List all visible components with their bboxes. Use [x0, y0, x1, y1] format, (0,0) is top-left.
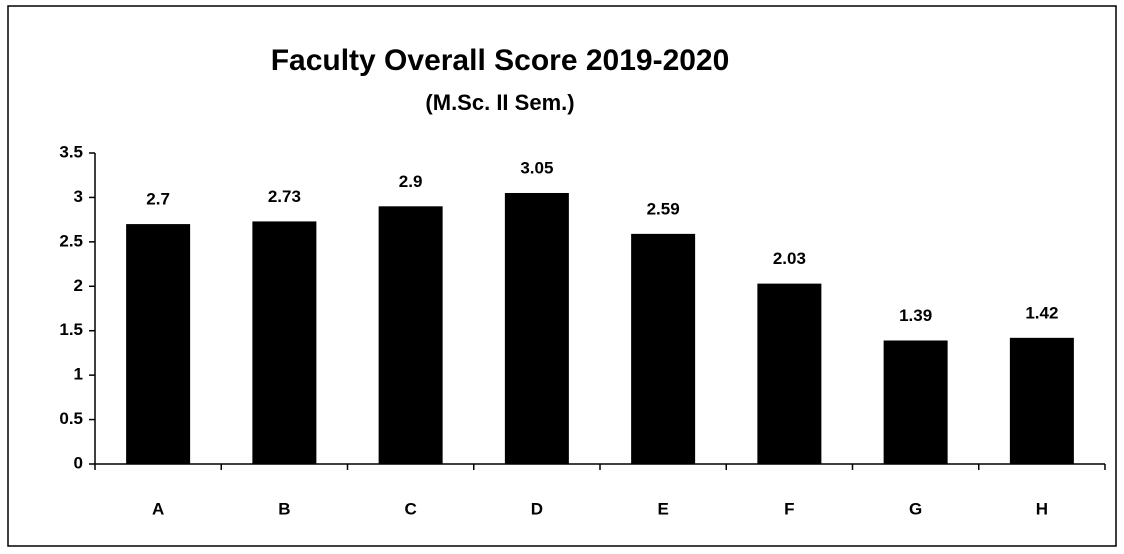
y-tick-label: 3 [74, 187, 83, 206]
bar [1009, 337, 1074, 464]
chart-title: Faculty Overall Score 2019-2020 [271, 44, 730, 77]
data-label: 1.42 [1025, 303, 1058, 322]
x-tick-label: C [404, 499, 416, 518]
x-tick-label: G [909, 499, 922, 518]
y-tick-label: 2.5 [59, 231, 83, 250]
y-tick-label: 0 [74, 453, 83, 472]
bar [757, 283, 822, 464]
bar [252, 221, 317, 464]
bar [126, 224, 191, 464]
y-tick-label: 1 [74, 365, 83, 384]
data-label: 2.03 [773, 249, 806, 268]
data-label: 3.05 [520, 158, 553, 177]
chart-subtitle: (M.Sc. II Sem.) [425, 90, 574, 115]
bar [378, 206, 443, 465]
x-tick-label: D [531, 499, 543, 518]
data-label: 2.7 [146, 190, 170, 209]
x-tick-label: E [657, 499, 668, 518]
y-tick-label: 0.5 [59, 409, 83, 428]
bar [883, 340, 948, 464]
x-tick-label: A [152, 499, 164, 518]
data-label: 2.9 [399, 172, 423, 191]
bar [631, 233, 696, 464]
data-label: 1.39 [899, 306, 932, 325]
y-tick-label: 3.5 [59, 142, 83, 161]
data-label: 2.73 [268, 187, 301, 206]
y-tick-label: 2 [74, 276, 83, 295]
bar [504, 192, 569, 464]
x-tick-label: B [278, 499, 290, 518]
y-tick-label: 1.5 [59, 320, 83, 339]
x-tick-label: H [1036, 499, 1048, 518]
data-label: 2.59 [647, 199, 680, 218]
x-tick-label: F [784, 499, 794, 518]
